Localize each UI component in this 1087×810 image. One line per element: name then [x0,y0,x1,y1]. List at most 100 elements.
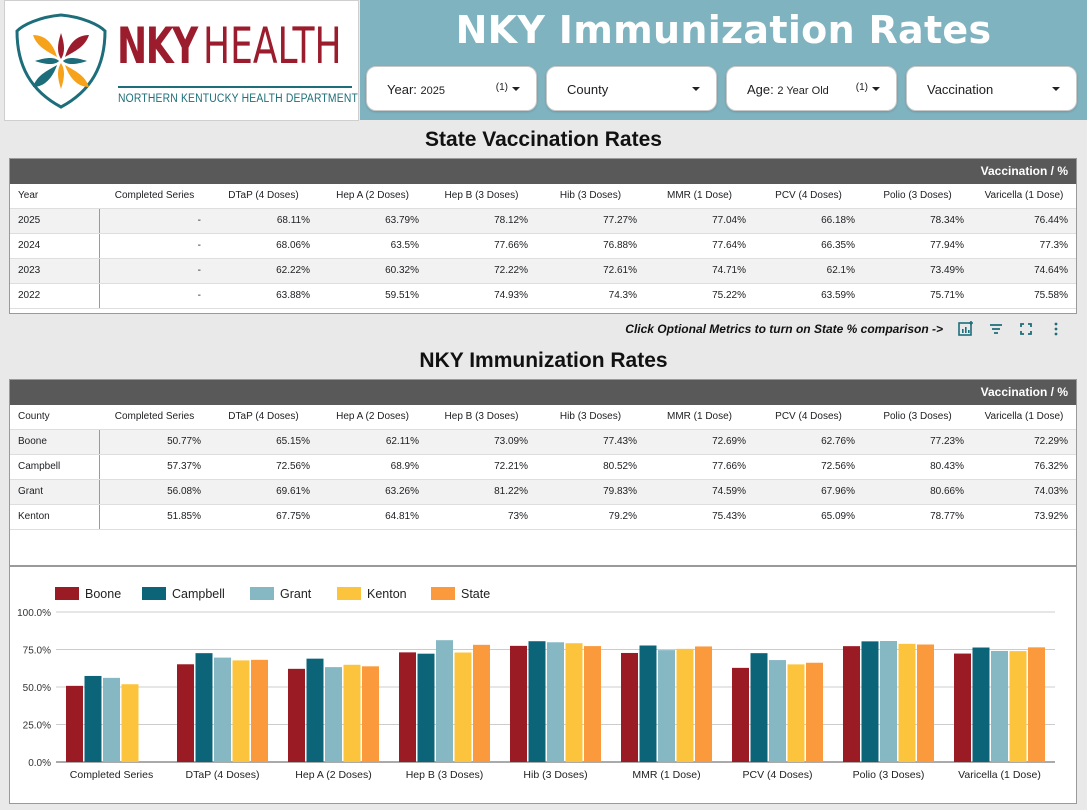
table-cell: 76.44% [1034,215,1068,226]
bar-boone[interactable] [66,685,83,762]
table-cell: 67.75% [276,511,310,522]
bar-kenton[interactable] [232,660,250,762]
fullscreen-icon[interactable] [1017,320,1035,338]
bar-state[interactable] [1028,647,1045,762]
legend-swatch [55,587,79,600]
bar-kenton[interactable] [454,652,472,763]
bar-campbell[interactable] [639,645,657,762]
filter-year[interactable]: Year: 2025 (1) [366,66,537,111]
optional-metrics-note: Click Optional Metrics to turn on State … [625,322,943,336]
bar-boone[interactable] [843,646,860,762]
table-cell: 62.76% [821,436,855,447]
bar-campbell[interactable] [861,641,879,762]
bar-kenton[interactable] [1009,651,1027,762]
bar-grant[interactable] [547,642,564,762]
table-cell: 62.11% [385,436,419,447]
more-options-icon[interactable] [1047,320,1065,338]
table-cell: 63.5% [390,240,419,251]
bar-kenton[interactable] [676,648,694,762]
bar-grant[interactable] [658,650,675,762]
column-header[interactable]: Polio (3 Doses) [883,190,952,201]
bar-grant[interactable] [325,667,342,762]
column-header[interactable]: Hib (3 Doses) [559,411,622,422]
legend-swatch [431,587,455,600]
legend-label[interactable]: Kenton [367,587,407,601]
bar-boone[interactable] [399,652,416,762]
column-header[interactable]: Hep A (2 Doses) [336,190,409,201]
bar-grant[interactable] [769,660,786,762]
bar-kenton[interactable] [565,643,583,762]
column-header[interactable]: Polio (3 Doses) [883,411,952,422]
table-cell: 64.81% [385,511,419,522]
table-cell: 74.03% [1034,486,1068,497]
filter-icon[interactable] [987,320,1005,338]
bar-state[interactable] [251,659,268,762]
bar-grant[interactable] [991,650,1008,762]
bar-campbell[interactable] [528,641,546,762]
bar-state[interactable] [806,662,823,762]
bar-state[interactable] [695,646,712,762]
column-header[interactable]: Completed Series [114,411,195,422]
column-header[interactable]: MMR (1 Dose) [666,411,732,422]
table-cell: 74.71% [712,265,746,276]
column-header[interactable]: Varicella (1 Dose) [984,411,1064,422]
bar-kenton[interactable] [898,643,916,762]
bar-kenton[interactable] [787,664,805,762]
column-header[interactable]: MMR (1 Dose) [666,190,732,201]
legend-label[interactable]: Grant [280,587,312,601]
bar-kenton[interactable] [121,684,139,762]
column-header[interactable]: Hib (3 Doses) [559,190,622,201]
bar-state[interactable] [584,646,601,762]
bar-kenton[interactable] [343,664,361,762]
table-cell: 65.09% [821,511,855,522]
bar-state[interactable] [473,644,490,762]
column-header[interactable]: Hep B (3 Doses) [444,190,519,201]
filter-age[interactable]: Age: 2 Year Old (1) [726,66,897,111]
filter-vaccination[interactable]: Vaccination [906,66,1077,111]
bar-boone[interactable] [954,653,971,762]
column-header[interactable]: Varicella (1 Dose) [984,190,1064,201]
table-cell: 72.22% [494,265,528,276]
bar-grant[interactable] [436,640,453,762]
bar-boone[interactable] [510,645,527,762]
optional-metrics-icon[interactable] [957,320,975,338]
column-header[interactable]: DTaP (4 Doses) [228,411,299,422]
bar-state[interactable] [917,644,934,762]
bar-campbell[interactable] [972,647,990,762]
table-cell: 50.77% [167,436,201,447]
legend-swatch [337,587,361,600]
column-header[interactable]: Hep A (2 Doses) [336,411,409,422]
bar-campbell[interactable] [417,653,435,762]
column-header[interactable]: County [18,411,50,422]
legend-label[interactable]: State [461,587,490,601]
legend-label[interactable]: Campbell [172,587,225,601]
column-header[interactable]: Completed Series [114,190,195,201]
table-row: 2022 - 63.88% 59.51% 74.93% 74.3% 75.22% 63.59%… [10,284,1076,309]
bar-boone[interactable] [732,667,749,762]
column-header[interactable]: Hep B (3 Doses) [444,411,519,422]
bar-boone[interactable] [177,664,194,762]
legend-label[interactable]: Boone [85,587,121,601]
x-tick-label: MMR (1 Dose) [632,769,700,781]
y-tick-label: 0.0% [28,758,51,769]
bar-campbell[interactable] [750,653,768,762]
bar-grant[interactable] [103,677,120,762]
bar-boone[interactable] [288,668,305,762]
bar-campbell[interactable] [195,653,213,762]
table-cell: 72.56% [821,461,855,472]
column-header[interactable]: DTaP (4 Doses) [228,190,299,201]
column-header[interactable]: PCV (4 Doses) [775,190,842,201]
bar-grant[interactable] [880,641,897,762]
table-cell: 76.88% [603,240,637,251]
column-header[interactable]: Year [18,190,39,201]
column-header[interactable]: PCV (4 Doses) [775,411,842,422]
bar-campbell[interactable] [306,658,324,762]
bar-state[interactable] [362,666,379,762]
filter-county[interactable]: County [546,66,717,111]
table-cell: 75.71% [930,290,964,301]
bar-grant[interactable] [214,657,231,762]
bar-boone[interactable] [621,652,638,762]
x-tick-label: Hep A (2 Doses) [295,769,371,781]
y-tick-label: 75.0% [23,646,51,657]
bar-campbell[interactable] [84,675,102,762]
